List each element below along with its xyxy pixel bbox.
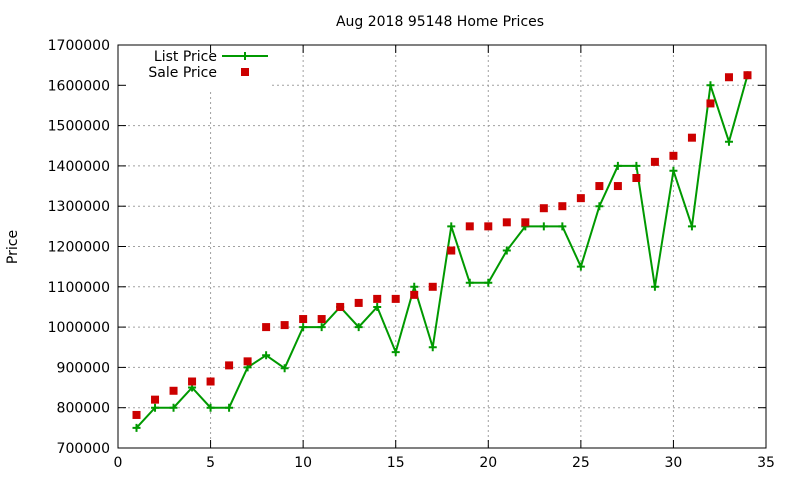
sale-price-point <box>336 302 345 311</box>
list-price-point <box>428 343 437 352</box>
sale-price-point <box>169 386 178 395</box>
sale-price-point <box>724 73 733 82</box>
sale-price-point <box>354 298 363 307</box>
x-tick-label: 30 <box>665 455 683 471</box>
x-tick-label: 20 <box>479 455 497 471</box>
sale-price-point <box>262 323 271 332</box>
series-line-list-price <box>135 74 749 429</box>
sale-price-point <box>632 173 641 182</box>
sale-price-point <box>669 151 678 160</box>
list-price-point <box>280 364 289 373</box>
list-price-point <box>410 282 419 291</box>
x-tick-label: 0 <box>114 455 123 471</box>
y-tick-label: 1100000 <box>48 280 110 296</box>
list-price-point <box>576 262 585 271</box>
list-price-point <box>484 278 493 287</box>
list-price-point <box>595 202 604 211</box>
y-tick-label: 1400000 <box>48 159 110 175</box>
legend-marker-list-price <box>241 52 249 60</box>
list-price-point <box>151 403 160 412</box>
sale-price-point <box>410 290 419 299</box>
list-price-point <box>391 348 400 357</box>
list-price-point <box>502 246 511 255</box>
list-price-point <box>669 166 678 175</box>
sale-price-point <box>225 361 234 370</box>
list-price-point <box>373 302 382 311</box>
y-tick-label: 1000000 <box>48 320 110 336</box>
sale-price-point <box>465 222 474 231</box>
sale-price-point <box>576 194 585 203</box>
list-price-point <box>262 351 271 360</box>
data-series <box>132 71 752 432</box>
y-tick-label: 800000 <box>57 401 110 417</box>
list-price-point <box>299 323 308 332</box>
sale-price-point <box>447 246 456 255</box>
sale-price-point <box>317 315 326 324</box>
list-price-point <box>650 282 659 291</box>
list-price-point <box>206 403 215 412</box>
y-tick-label: 1300000 <box>48 199 110 215</box>
sale-price-point <box>539 204 548 213</box>
list-price-point <box>613 161 622 170</box>
list-price-point <box>317 323 326 332</box>
list-price-point <box>354 323 363 332</box>
list-price-point <box>447 222 456 231</box>
sale-price-point <box>391 294 400 303</box>
sale-price-point <box>280 321 289 330</box>
sale-price-point <box>558 202 567 211</box>
list-price-point <box>724 137 733 146</box>
sale-price-point <box>706 99 715 108</box>
legend-label-list-price: List Price <box>154 49 217 65</box>
list-price-point <box>225 403 234 412</box>
x-tick-label: 5 <box>206 455 215 471</box>
sale-price-point <box>132 410 141 419</box>
y-tick-label: 900000 <box>57 360 110 376</box>
sale-price-point <box>521 218 530 227</box>
list-price-point <box>169 403 178 412</box>
y-tick-label: 1200000 <box>48 240 110 256</box>
x-tick-label: 35 <box>757 455 775 471</box>
sale-price-point <box>743 71 752 80</box>
sale-price-point <box>151 395 160 404</box>
sale-price-point <box>484 222 493 231</box>
y-tick-label: 1500000 <box>48 119 110 135</box>
list-price-point <box>539 222 548 231</box>
sale-price-point <box>373 294 382 303</box>
sale-price-point <box>687 133 696 142</box>
sale-price-point <box>428 282 437 291</box>
x-tick-label: 10 <box>294 455 312 471</box>
list-price-point <box>632 161 641 170</box>
sale-price-point <box>650 157 659 166</box>
x-tick-label: 25 <box>572 455 590 471</box>
y-tick-label: 1600000 <box>48 78 110 94</box>
list-price-point <box>558 222 567 231</box>
list-price-point <box>132 423 141 432</box>
sale-price-point <box>243 357 252 366</box>
list-price-point <box>465 278 474 287</box>
y-tick-label: 700000 <box>57 441 110 457</box>
sale-price-point <box>595 182 604 191</box>
legend-marker-sale-price <box>241 68 249 76</box>
x-tick-label: 15 <box>387 455 405 471</box>
chart-title: Aug 2018 95148 Home Prices <box>336 14 544 30</box>
list-price-point <box>706 81 715 90</box>
y-tick-label: 1700000 <box>48 38 110 54</box>
legend-label-sale-price: Sale Price <box>148 65 217 81</box>
list-price-point <box>687 222 696 231</box>
sale-price-point <box>206 377 215 386</box>
axis-ticks: 700000 800000 900000 1000000 1100000 1200000 1… <box>48 38 775 471</box>
sale-price-point <box>299 315 308 324</box>
y-axis-label: Price <box>5 230 21 264</box>
grid-lines <box>118 45 766 448</box>
sale-price-point <box>502 218 511 227</box>
sale-price-point <box>188 377 197 386</box>
plot-frame <box>117 44 767 449</box>
sale-price-point <box>613 182 622 191</box>
